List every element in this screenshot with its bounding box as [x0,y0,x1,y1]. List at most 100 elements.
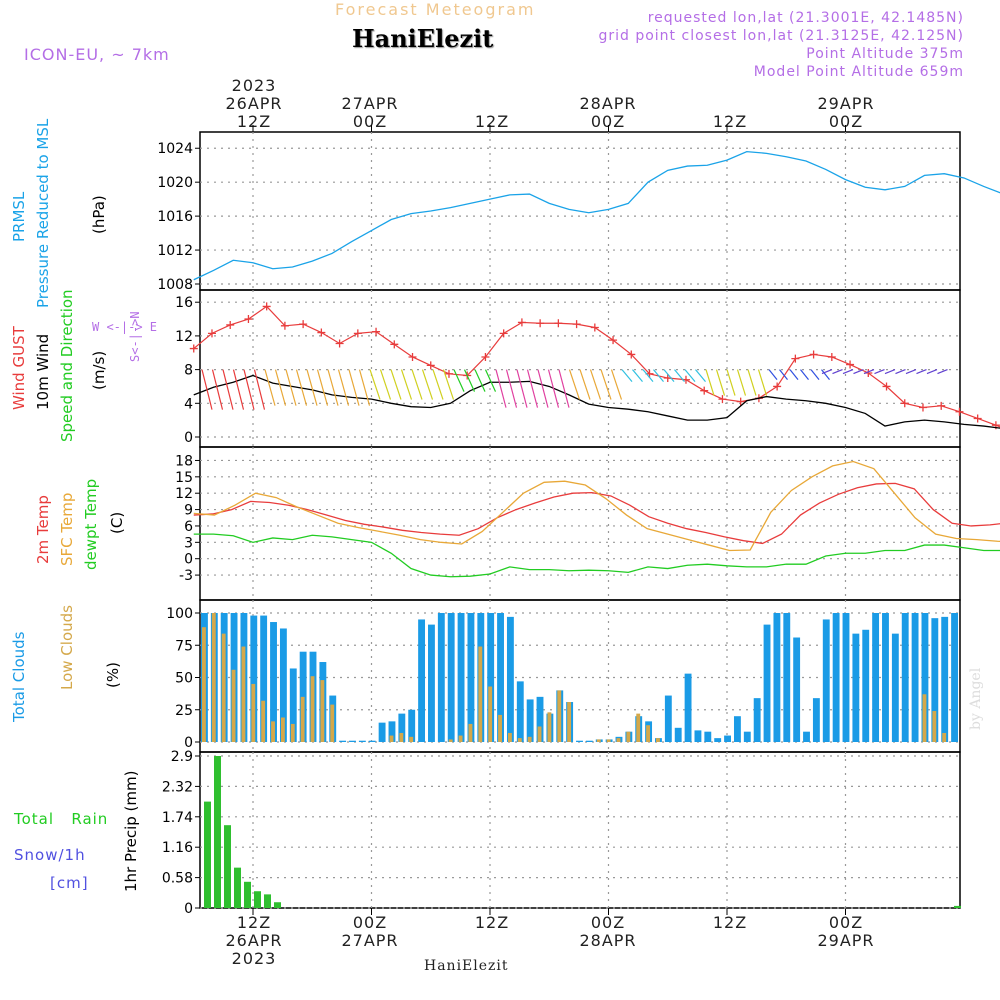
requested-coords: requested lon,lat (21.3001E, 42.1485N) [647,10,964,26]
low-cloud-bar [567,702,572,742]
low-cloud-bar [557,690,562,742]
wind-arrow [895,369,906,375]
gust-marker [609,336,618,345]
y-tick-label: 3 [184,535,193,551]
wind-arrow [800,369,809,380]
total-cloud-bar [388,721,396,742]
wind-arrow [306,369,318,406]
low-cloud-bar [448,739,453,742]
chart-title: Forecast Meteogram [335,0,536,19]
low-cloud-bar [251,683,256,742]
low-cloud-bar [478,646,483,742]
y-tick-label: 25 [175,703,193,719]
total-cloud-bar [368,740,376,742]
total-cloud-bar [724,735,731,742]
wind-arrow [411,369,423,400]
wind-line [193,374,1000,429]
wind-arrow [874,369,885,375]
gust-marker [882,382,891,391]
y-tick-label: 100 [166,606,193,622]
total-cloud-bar [418,619,426,742]
total-cloud-bar [536,696,544,742]
total-cloud-bar [260,615,268,742]
total-cloud-bar [684,673,692,742]
wind-arrow [537,369,549,408]
y-tick-label: 50 [175,671,193,687]
location-name: HaniElezit [352,24,494,53]
wind-arrow [526,369,539,408]
rain-bar [234,867,241,908]
gust-marker [426,361,435,370]
wind-arrow [832,369,843,375]
wind-arrow [568,369,581,400]
low-cloud-bar [547,712,552,742]
wind-arrow [768,369,778,380]
wind-arrow [516,369,528,408]
low-cloud-bar [537,726,542,742]
wind-arrow [495,369,507,408]
model-altitude: Model Point Altitude 659m [753,64,964,80]
dewpoint-line [193,533,1000,578]
total-cloud-bar [941,616,949,742]
bottom-time-label: 12Z [712,913,748,932]
total-cloud-bar [921,613,929,742]
total-cloud-bar [349,740,356,742]
y-tick-label: 12 [175,486,193,502]
total-cloud-bar [951,613,958,742]
wind-arrow [579,369,591,400]
y-tick-label: 2.9 [171,749,193,765]
gust-marker [299,320,308,329]
y-tick-label: 18 [175,453,193,469]
low-cloud-bar [211,613,216,742]
gust-marker [918,403,927,412]
total-cloud-bar [674,727,682,742]
total-cloud-bar [428,624,435,742]
top-time-label: 27APR 00Z [341,94,399,131]
model-label: ICON-EU, ~ 7km [24,45,170,64]
total-cloud-bar [822,619,830,742]
wind-arrow [916,369,927,375]
low-cloud-bar [942,732,947,742]
wind-arrow [610,369,623,400]
gust-marker [444,369,453,378]
y-tick-label: 8 [184,363,193,379]
low-cloud-bar [290,723,295,742]
bottom-time-label: 00Z 27APR [341,913,399,950]
total-cloud-bar [773,613,781,742]
total-cloud-bar [783,613,791,742]
temp-2m-line [193,482,1000,545]
total-cloud-bar [576,740,583,742]
y-tick-label: 75 [175,638,193,654]
low-cloud-bar [596,739,601,742]
low-cloud-bar [488,686,493,742]
wind-arrow [453,369,465,392]
compass-we: W <-|-> E [92,320,158,334]
low-cloud-bar [922,694,927,742]
wind-arrow [789,369,799,380]
wind-arrow [379,369,392,400]
wind-arrow [243,369,255,410]
wind-arrow [316,369,329,406]
bottom-time-label: 12Z 26APR 2023 [225,913,283,968]
low-cloud-bar [932,711,937,742]
low-cloud-bar [389,735,394,742]
top-time-label: 28APR 00Z [579,94,637,131]
wind-arrow [821,369,830,380]
y-tick-label: 0 [184,735,193,751]
total-cloud-bar [882,613,889,742]
y-tick-label: 1016 [157,209,193,225]
total-cloud-bar [457,613,465,742]
bottom-time-label: 00Z 28APR [579,913,637,950]
total-cloud-bar [497,613,504,742]
gust-marker [499,329,508,338]
low-cloud-bar [320,680,325,742]
wind-arrow [926,369,938,375]
y-tick-label: 4 [184,396,193,412]
gust-marker [973,414,982,423]
total-cloud-bar [437,613,445,742]
wind-arrow [674,369,685,382]
wind-arrow [853,369,864,375]
gust-marker [627,350,636,359]
rain-bar [264,894,271,908]
total-cloud-bar [585,740,593,742]
